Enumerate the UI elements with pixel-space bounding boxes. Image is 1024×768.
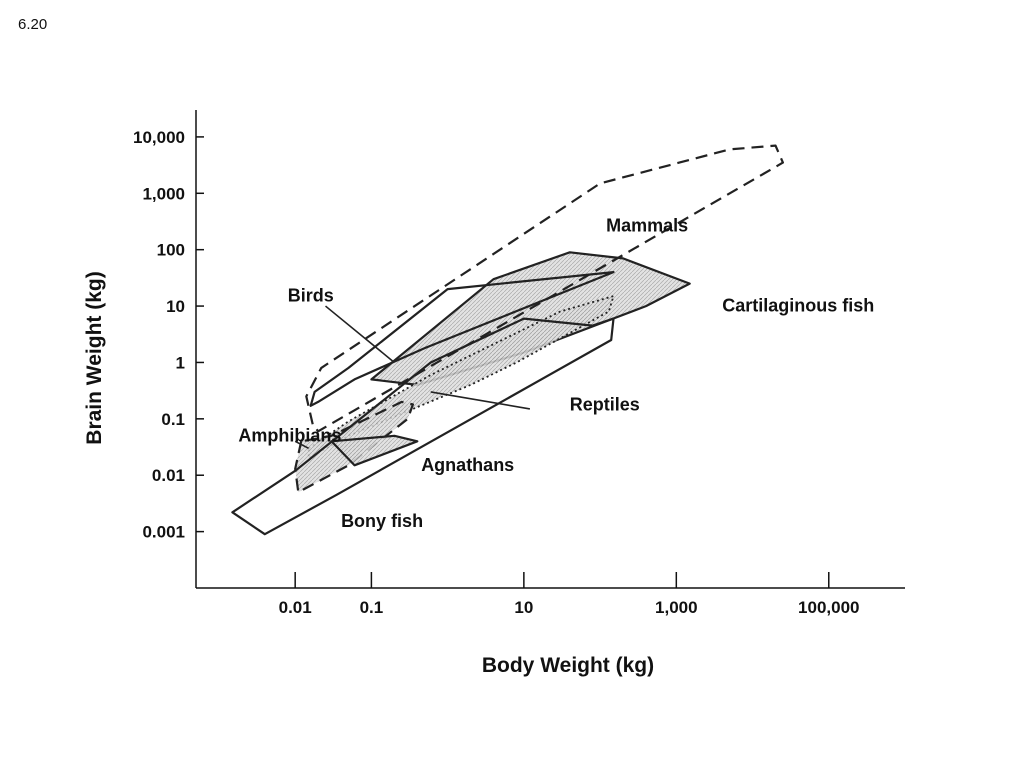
region-label-amphibians: Amphibians (238, 425, 341, 445)
y-tick-label: 100 (157, 241, 185, 260)
y-tick-label: 0.001 (142, 523, 185, 542)
y-tick-label: 1 (176, 353, 185, 372)
region-label-birds: Birds (288, 286, 334, 306)
region-label-cartilaginous-fish: Cartilaginous fish (722, 296, 874, 316)
region-label-bony-fish: Bony fish (341, 511, 423, 531)
y-axis-title: Brain Weight (kg) (83, 271, 106, 444)
axes-layer (195, 110, 905, 589)
region-label-layer: Mammals Birds Cartilaginous fish Reptiles Am… (238, 216, 874, 532)
leader-line-birds (325, 305, 395, 364)
y-tick-label: 0.1 (161, 410, 185, 429)
tick-layer: 0.001 0.01 0.1 1 10 100 1,000 10,000 0.01 0.1 10 1,… (133, 128, 859, 617)
region-birds (309, 271, 615, 407)
y-tick-label: 0.01 (152, 466, 185, 485)
region-label-agnathans: Agnathans (421, 455, 514, 475)
y-tick-label: 10,000 (133, 128, 185, 147)
x-tick-label: 0.1 (360, 598, 384, 617)
region-agnathans (330, 434, 419, 467)
region-layer (231, 144, 785, 536)
x-axis-title: Body Weight (kg) (482, 654, 654, 677)
x-tick-label: 1,000 (655, 598, 698, 617)
slide-number: 6.20 (18, 16, 48, 33)
x-tick-label: 10 (514, 598, 533, 617)
y-tick-label: 1,000 (142, 184, 185, 203)
x-tick-label: 0.01 (279, 598, 312, 617)
leader-line-reptiles (430, 391, 531, 410)
x-tick-label: 100,000 (798, 598, 859, 617)
leader-line-amphibians (294, 440, 309, 450)
y-tick-label: 10 (166, 297, 185, 316)
region-bony-fish (231, 317, 615, 536)
region-label-reptiles: Reptiles (570, 395, 640, 415)
region-label-mammals: Mammals (606, 216, 688, 236)
